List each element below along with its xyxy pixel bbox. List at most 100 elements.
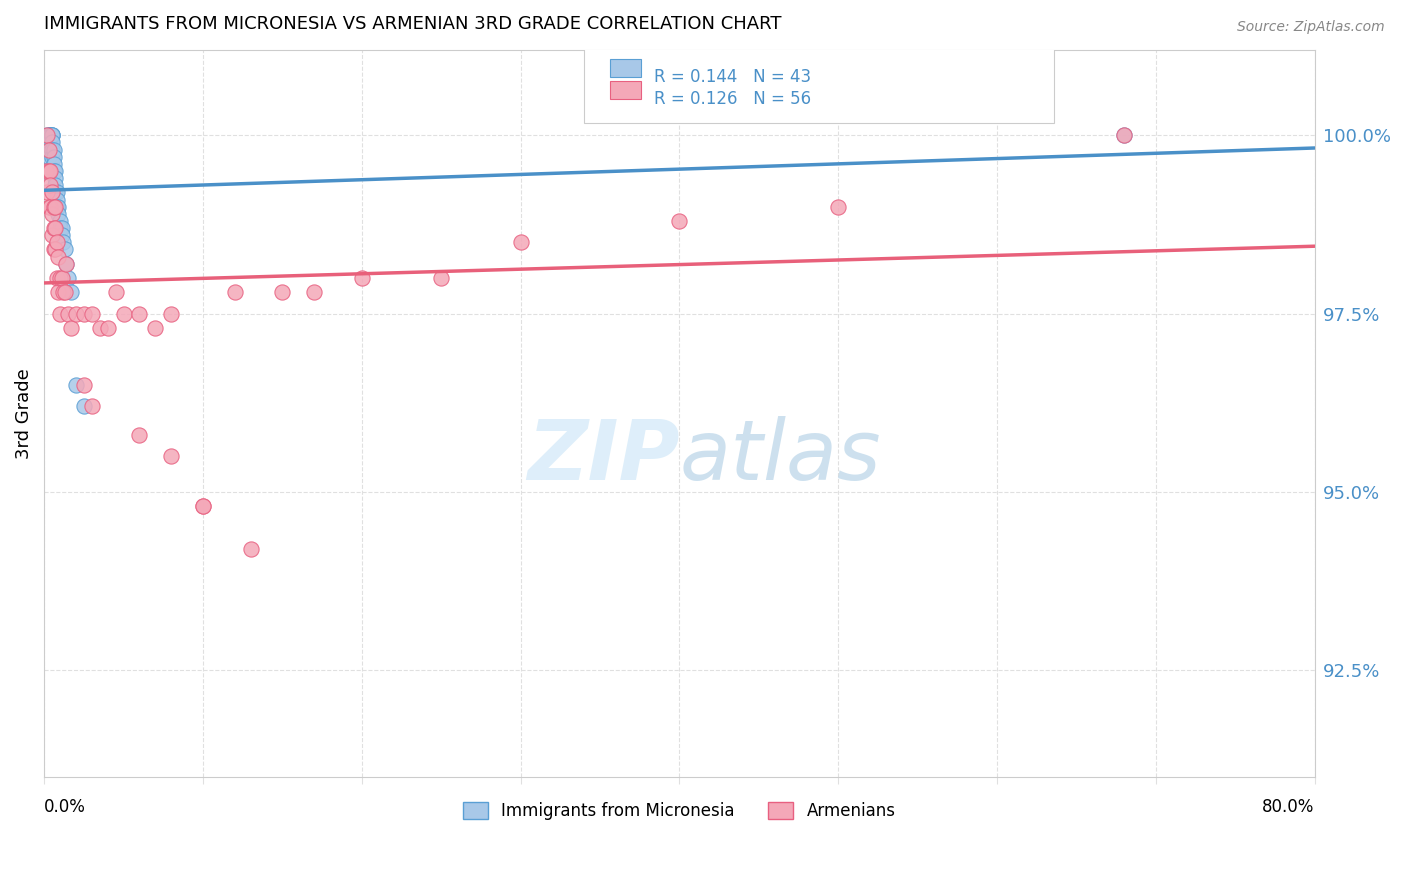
Point: [60, 321, 83, 335]
Point: [112, 307, 135, 321]
Point: [35, 164, 58, 178]
Point: [104, 285, 127, 300]
Point: [73, 377, 96, 392]
Point: [37, 128, 59, 143]
Point: [42, 243, 65, 257]
Point: [37, 143, 59, 157]
Point: [38, 150, 60, 164]
Point: [41, 128, 63, 143]
Point: [38, 200, 60, 214]
Point: [49, 221, 72, 235]
Point: [42, 157, 65, 171]
Point: [191, 499, 214, 513]
Point: [509, 235, 531, 250]
Point: [37, 186, 59, 200]
Point: [38, 143, 60, 157]
Point: [49, 214, 72, 228]
Text: ZIP: ZIP: [527, 417, 679, 498]
Point: [39, 200, 62, 214]
Point: [38, 164, 60, 178]
Point: [44, 221, 66, 235]
Point: [128, 427, 150, 442]
Point: [39, 128, 62, 143]
Point: [39, 164, 62, 178]
Point: [52, 285, 75, 300]
FancyBboxPatch shape: [610, 81, 641, 98]
Point: [350, 271, 373, 285]
Point: [39, 136, 62, 150]
Point: [39, 128, 62, 143]
Text: R = 0.126   N = 56: R = 0.126 N = 56: [654, 90, 811, 108]
Text: IMMIGRANTS FROM MICRONESIA VS ARMENIAN 3RD GRADE CORRELATION CHART: IMMIGRANTS FROM MICRONESIA VS ARMENIAN 3…: [44, 15, 782, 33]
Point: [430, 271, 453, 285]
Point: [49, 307, 72, 321]
Text: atlas: atlas: [679, 417, 882, 498]
FancyBboxPatch shape: [610, 59, 641, 77]
Point: [80, 399, 103, 413]
Point: [42, 150, 65, 164]
Point: [39, 128, 62, 143]
Point: [56, 271, 79, 285]
Point: [827, 200, 849, 214]
Point: [53, 285, 76, 300]
Point: [48, 200, 70, 214]
FancyBboxPatch shape: [583, 46, 1054, 122]
Point: [60, 285, 83, 300]
Text: 80.0%: 80.0%: [1263, 798, 1315, 816]
Point: [39, 178, 62, 193]
Point: [97, 321, 120, 335]
Text: R = 0.144   N = 43: R = 0.144 N = 43: [654, 68, 811, 86]
Point: [160, 307, 183, 321]
Point: [41, 143, 63, 157]
Point: [302, 285, 325, 300]
Point: [41, 228, 63, 243]
Point: [38, 143, 60, 157]
Point: [38, 128, 60, 143]
Point: [39, 128, 62, 143]
Point: [143, 321, 166, 335]
Point: [55, 257, 77, 271]
Point: [51, 221, 73, 235]
Point: [42, 221, 65, 235]
Point: [48, 250, 70, 264]
Point: [49, 271, 72, 285]
Point: [80, 307, 103, 321]
Legend: Immigrants from Micronesia, Armenians: Immigrants from Micronesia, Armenians: [457, 795, 903, 827]
Point: [51, 228, 73, 243]
Point: [44, 243, 66, 257]
Point: [45, 186, 67, 200]
Point: [41, 136, 63, 150]
Point: [41, 207, 63, 221]
Point: [44, 200, 66, 214]
Point: [42, 200, 65, 214]
Point: [41, 128, 63, 143]
Point: [1112, 128, 1135, 143]
Point: [239, 541, 262, 556]
Point: [44, 186, 66, 200]
Point: [668, 214, 690, 228]
Point: [44, 164, 66, 178]
Point: [55, 257, 77, 271]
Point: [65, 377, 87, 392]
Point: [41, 186, 63, 200]
Point: [191, 499, 214, 513]
Point: [44, 171, 66, 186]
Point: [42, 143, 65, 157]
Point: [56, 307, 79, 321]
Point: [53, 243, 76, 257]
Y-axis label: 3rd Grade: 3rd Grade: [15, 368, 32, 458]
Point: [45, 235, 67, 250]
Point: [41, 150, 63, 164]
Point: [128, 307, 150, 321]
Point: [41, 128, 63, 143]
Point: [35, 164, 58, 178]
Point: [48, 285, 70, 300]
Point: [73, 399, 96, 413]
Point: [48, 207, 70, 221]
Point: [89, 321, 111, 335]
Point: [52, 235, 75, 250]
Text: 0.0%: 0.0%: [44, 798, 86, 816]
Point: [224, 285, 246, 300]
Point: [65, 307, 87, 321]
Point: [160, 449, 183, 463]
